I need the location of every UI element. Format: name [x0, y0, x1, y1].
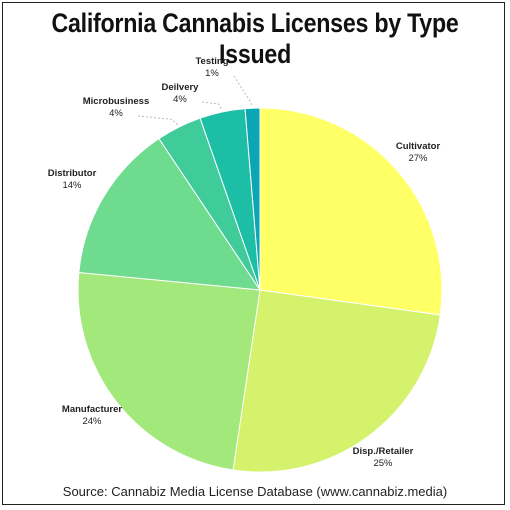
chart-title: California Cannabis Licenses by Type Iss…	[51, 8, 459, 69]
pie-slice-manufacturer	[77, 271, 261, 471]
slice-label-percent: 25%	[373, 458, 393, 469]
pie-slice-testing	[244, 107, 261, 291]
slice-label-name: Disp./Retailer	[353, 446, 414, 457]
slice-label-name: Distributor	[48, 168, 97, 179]
slice-label-percent: 4%	[173, 94, 187, 105]
slice-label-percent: 4%	[109, 108, 123, 119]
leader-line	[137, 115, 179, 126]
pie-slice-distributor	[78, 137, 262, 291]
pie-slice-disp-retailer	[232, 289, 441, 473]
slice-label-name: Cultivator	[396, 141, 441, 152]
slice-label-percent: 14%	[62, 180, 82, 191]
slice-label-percent: 24%	[82, 416, 102, 427]
leader-line	[233, 75, 253, 107]
slice-label-name: Microbusiness	[83, 96, 150, 107]
slice-label-name: Deilvery	[162, 82, 200, 93]
slice-label-name: Testing	[195, 56, 228, 67]
slice-label-name: Manufacturer	[62, 404, 122, 415]
slice-label-percent: 1%	[205, 68, 219, 79]
slice-label-percent: 27%	[408, 153, 428, 164]
leader-line	[201, 101, 223, 111]
pie-slice-cultivator	[259, 107, 443, 316]
chart-source: Source: Cannabiz Media License Database …	[62, 484, 448, 499]
